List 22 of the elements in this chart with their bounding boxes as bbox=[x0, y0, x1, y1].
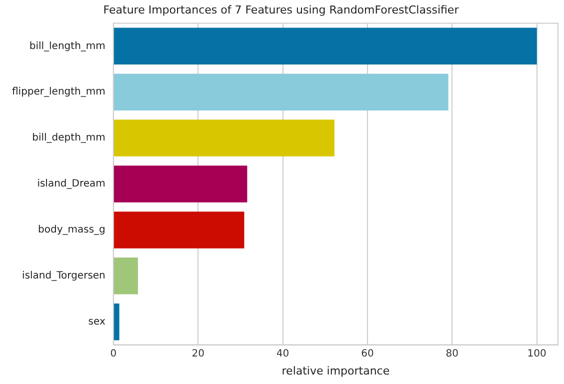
bar bbox=[114, 74, 448, 110]
y-tick-label: sex bbox=[88, 316, 106, 328]
x-tick-label: 20 bbox=[192, 348, 204, 360]
x-tick-label: 40 bbox=[276, 348, 290, 360]
y-tick-label: flipper_length_mm bbox=[12, 86, 106, 98]
y-tick-label: island_Torgersen bbox=[22, 270, 106, 282]
x-tick-label: 80 bbox=[446, 348, 459, 360]
y-tick-label: bill_length_mm bbox=[29, 40, 106, 52]
y-tick-label: body_mass_g bbox=[38, 224, 106, 236]
y-tick-label: island_Dream bbox=[37, 178, 106, 190]
bar bbox=[114, 303, 120, 340]
x-tick-label: 0 bbox=[110, 348, 117, 360]
bar bbox=[114, 166, 248, 202]
chart-title: Feature Importances of 7 Features using RandomForestClassifier bbox=[103, 3, 460, 16]
bar bbox=[114, 120, 334, 156]
x-tick-label: 100 bbox=[527, 348, 546, 360]
x-axis-title: relative importance bbox=[282, 364, 390, 378]
bar bbox=[114, 258, 138, 294]
bar bbox=[114, 212, 244, 248]
bar bbox=[114, 28, 537, 65]
y-tick-label: bill_depth_mm bbox=[32, 132, 106, 144]
x-tick-label: 60 bbox=[361, 348, 374, 360]
